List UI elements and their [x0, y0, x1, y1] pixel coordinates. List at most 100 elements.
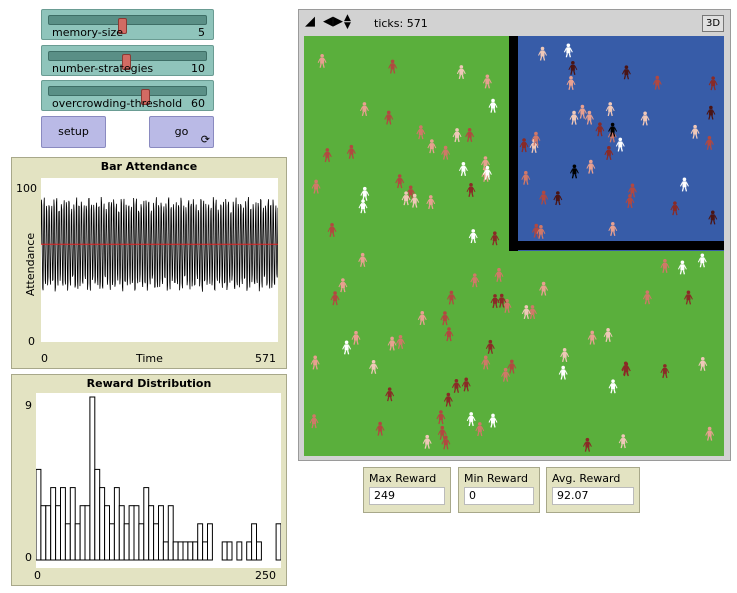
agent-arm	[640, 116, 644, 121]
view-grid-icon[interactable]: ◢	[305, 14, 315, 29]
agent-icon	[608, 122, 618, 137]
agent-body	[313, 359, 318, 366]
agent-arm	[534, 309, 537, 315]
agent-leg	[418, 134, 421, 140]
agent-leg	[397, 344, 401, 349]
agent-head	[566, 43, 571, 48]
agent-arm	[608, 127, 612, 132]
agent-arm	[531, 136, 535, 141]
slider-track[interactable]	[48, 86, 207, 105]
agent-body	[496, 271, 501, 278]
agent-leg	[314, 423, 317, 429]
number-strategies-slider[interactable]: number-strategies 10	[41, 45, 214, 76]
agent-leg	[657, 85, 660, 90]
agent-arm	[575, 115, 579, 120]
monitor-value: 0	[464, 487, 534, 505]
agent-body	[711, 80, 716, 87]
agent-head	[378, 421, 382, 426]
agent-leg	[713, 220, 716, 225]
agent-icon	[604, 146, 614, 161]
overcrowding-threshold-slider[interactable]: overcrowding-threshold 60	[41, 80, 214, 111]
left-right-arrows-icon[interactable]: ◀▶	[323, 14, 343, 29]
agent-arm	[527, 175, 531, 180]
agent-arm	[360, 191, 364, 196]
agent-leg	[709, 145, 713, 150]
agent-body	[446, 396, 451, 403]
agent-body	[493, 297, 498, 304]
agent-arm	[628, 188, 631, 193]
agent-leg	[613, 231, 616, 236]
agent-head	[606, 328, 610, 332]
bar-wall-bottom	[509, 241, 724, 250]
agent-leg	[538, 234, 541, 239]
agent-leg	[480, 431, 483, 437]
agent-body	[541, 194, 546, 201]
agent-head	[562, 348, 567, 352]
agent-leg	[612, 138, 615, 143]
memory-size-slider[interactable]: memory-size 5	[41, 9, 214, 40]
agent-leg	[684, 187, 688, 192]
agent-body	[446, 331, 451, 338]
slider-knob[interactable]	[118, 18, 127, 34]
agent-leg	[389, 69, 393, 74]
histogram-bar	[172, 541, 179, 561]
agent-arm	[384, 115, 388, 120]
histogram-bar	[177, 541, 184, 561]
agent-arm	[315, 418, 319, 424]
agent-head	[491, 98, 495, 103]
world-view[interactable]	[304, 36, 724, 456]
agent-arm	[568, 65, 572, 71]
agent-leg	[386, 120, 389, 125]
slider-knob[interactable]	[122, 54, 131, 70]
slider-value: 60	[191, 97, 205, 110]
agent-body	[443, 439, 448, 446]
agent-leg	[362, 196, 365, 201]
setup-button[interactable]: setup	[41, 116, 106, 148]
agent-leg	[319, 63, 322, 68]
agent-leg	[470, 238, 473, 244]
agent-head	[397, 174, 402, 178]
agent-arm	[652, 80, 656, 85]
3d-view-button[interactable]: 3D	[702, 15, 724, 32]
agent-head	[587, 110, 592, 115]
agent-leg	[613, 389, 616, 394]
agent-icon	[706, 105, 716, 120]
agent-arm	[490, 298, 494, 304]
agent-arm	[615, 142, 619, 147]
histogram-bar	[89, 396, 96, 561]
agent-head	[371, 359, 376, 364]
agent-head	[663, 259, 667, 263]
slider-track[interactable]	[48, 15, 207, 34]
agent-arm	[621, 70, 625, 75]
agent-leg	[711, 115, 714, 120]
agent-body	[700, 257, 705, 264]
slider-track[interactable]	[48, 51, 207, 70]
agent-arm	[358, 203, 362, 209]
agent-arm	[689, 295, 693, 300]
go-button[interactable]: go ⟳	[149, 116, 214, 148]
agent-leg	[486, 365, 489, 370]
agent-body	[610, 126, 615, 133]
agent-arm	[538, 51, 541, 56]
agent-head	[493, 294, 497, 298]
agent-arm	[519, 142, 523, 148]
agent-head	[386, 110, 391, 115]
agent-leg	[662, 268, 665, 273]
agent-icon	[416, 125, 426, 140]
forever-icon: ⟳	[200, 133, 210, 146]
agent-leg	[468, 421, 471, 427]
agent-leg	[505, 377, 509, 382]
slider-knob[interactable]	[141, 89, 150, 105]
agent-leg	[543, 291, 547, 296]
agent-icon	[490, 231, 500, 246]
agent-leg	[692, 134, 695, 139]
y-label: Attendance	[24, 232, 38, 297]
agent-arm	[627, 70, 631, 75]
agent-leg	[442, 435, 445, 440]
up-down-arrows-icon[interactable]: ▲ ▼	[344, 13, 351, 31]
agent-arm	[451, 383, 455, 388]
agent-body	[461, 165, 466, 172]
agent-head	[428, 195, 433, 199]
agent-leg	[312, 365, 315, 370]
y-max-tick: 100	[16, 182, 37, 195]
